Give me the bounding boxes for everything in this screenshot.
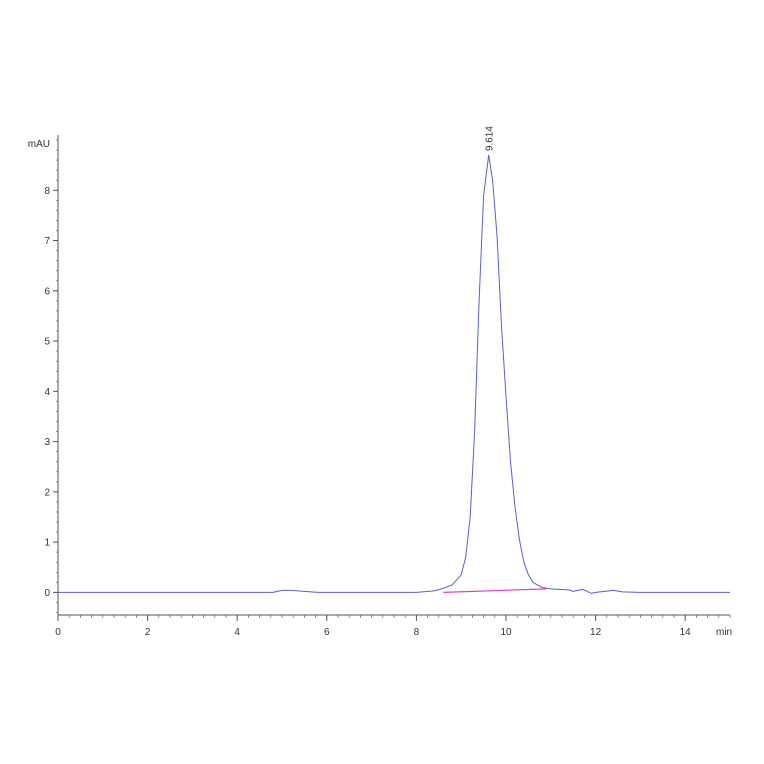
x-tick-label: 8	[414, 627, 420, 638]
x-tick-label: 6	[324, 627, 330, 638]
y-tick-label: 0	[44, 588, 50, 599]
y-axis: 0 1 2 3 4 5 6 7 8	[44, 135, 59, 615]
x-tick-label: 12	[590, 627, 602, 638]
x-axis: 0 2 4 6 8 10 12 14	[55, 614, 731, 638]
plot-area: 9.614	[58, 126, 730, 594]
y-tick-label: 4	[44, 387, 50, 398]
y-tick-label: 8	[44, 186, 50, 197]
y-tick-label: 7	[44, 236, 50, 247]
x-tick-label: 14	[680, 627, 692, 638]
x-tick-label: 0	[55, 627, 61, 638]
y-tick-label: 5	[44, 337, 50, 348]
y-tick-label: 1	[44, 538, 50, 549]
x-tick-label: 4	[234, 627, 240, 638]
signal-trace	[58, 154, 730, 594]
baseline-trace	[443, 588, 547, 593]
x-axis-label: min	[716, 627, 732, 638]
y-tick-label: 6	[44, 286, 50, 297]
x-tick-label: 10	[500, 627, 512, 638]
x-tick-label: 2	[145, 627, 151, 638]
y-tick-label: 3	[44, 437, 50, 448]
peak-label: 9.614	[485, 126, 496, 151]
y-axis-label: mAU	[28, 139, 50, 150]
y-tick-label: 2	[44, 487, 50, 498]
